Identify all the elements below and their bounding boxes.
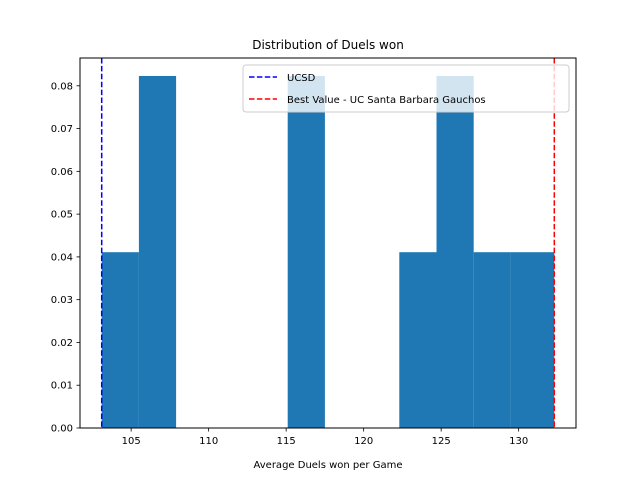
- y-axis: 0.00 0.01 0.02 0.03 0.04 0.05 0.06 0.07 0.08: [51, 81, 80, 435]
- histogram-bar: [436, 75, 474, 428]
- x-axis-label: Average Duels won per Game: [254, 460, 403, 471]
- legend-box: [242, 64, 570, 113]
- y-tick-label: 0.07: [51, 124, 73, 135]
- histogram-bar: [510, 252, 555, 428]
- x-tick-label: 130: [509, 436, 528, 447]
- y-tick-label: 0.04: [51, 252, 73, 263]
- x-tick-label: 115: [277, 436, 296, 447]
- bars-group: [101, 75, 555, 428]
- legend-label: UCSD: [287, 73, 316, 84]
- reference-lines: [100, 58, 556, 428]
- x-tick-label: 120: [354, 436, 373, 447]
- x-tick-label: 105: [122, 436, 141, 447]
- histogram-bar: [287, 75, 325, 428]
- y-tick-label: 0.05: [51, 210, 73, 221]
- legend: UCSD Best Value - UC Santa Barbara Gaucho…: [242, 64, 570, 113]
- histogram-bar: [473, 252, 511, 428]
- y-tick-label: 0.02: [51, 338, 73, 349]
- legend-label: Best Value - UC Santa Barbara Gauchos: [287, 95, 486, 106]
- y-tick-label: 0.08: [51, 81, 73, 92]
- chart-title: Distribution of Duels won: [252, 38, 404, 52]
- x-axis: 105 110 115 120 125 130: [122, 428, 528, 447]
- plot-frame: [79, 57, 577, 429]
- y-tick-label: 0.06: [51, 167, 73, 178]
- x-tick-label: 110: [199, 436, 218, 447]
- histogram-bar: [101, 252, 139, 428]
- y-tick-label: 0.01: [51, 381, 73, 392]
- y-tick-label: 0.03: [51, 295, 73, 306]
- histogram-bar: [399, 252, 437, 428]
- x-tick-label: 125: [432, 436, 451, 447]
- y-tick-label: 0.00: [51, 424, 73, 435]
- histogram-bar: [138, 75, 177, 428]
